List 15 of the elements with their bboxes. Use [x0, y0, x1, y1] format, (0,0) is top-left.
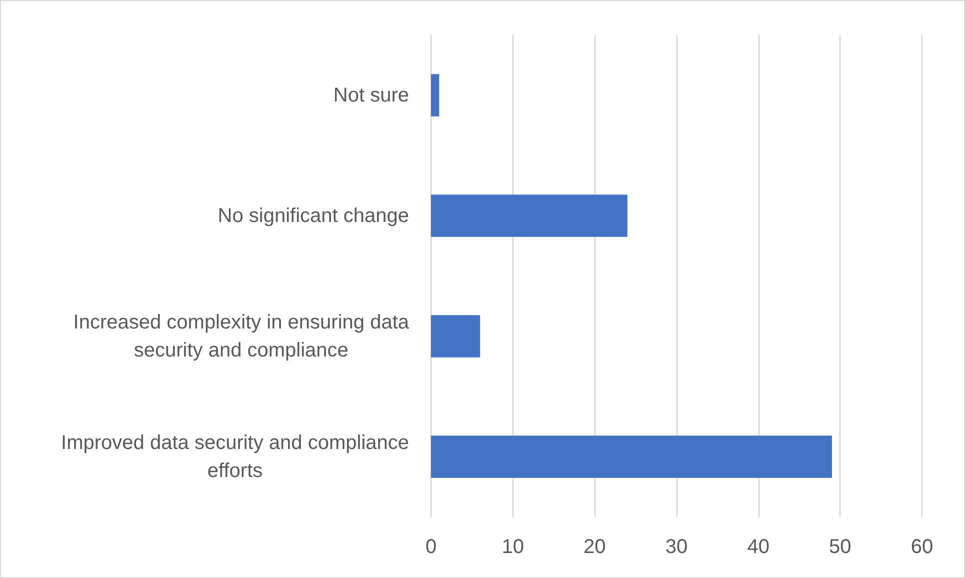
x-tick-label: 60: [910, 536, 934, 558]
x-tick-label: 0: [425, 536, 437, 558]
bar: [431, 315, 480, 358]
bar: [431, 436, 832, 478]
x-tick-label: 10: [502, 536, 524, 558]
bar: [431, 194, 628, 237]
bar: [431, 74, 440, 116]
x-tick-label: 20: [584, 536, 606, 558]
y-tick-label: Not sure: [333, 84, 410, 106]
y-tick-label: Increased complexity in ensuring data security and compliance: [73, 311, 410, 362]
x-tick-label: 50: [829, 536, 852, 558]
x-tick-label: 40: [747, 536, 770, 558]
y-tick-label: No significant change: [218, 204, 409, 227]
y-tick-label: Improved data security and compliance efforts: [61, 432, 410, 482]
x-tick-label: 30: [665, 536, 688, 558]
